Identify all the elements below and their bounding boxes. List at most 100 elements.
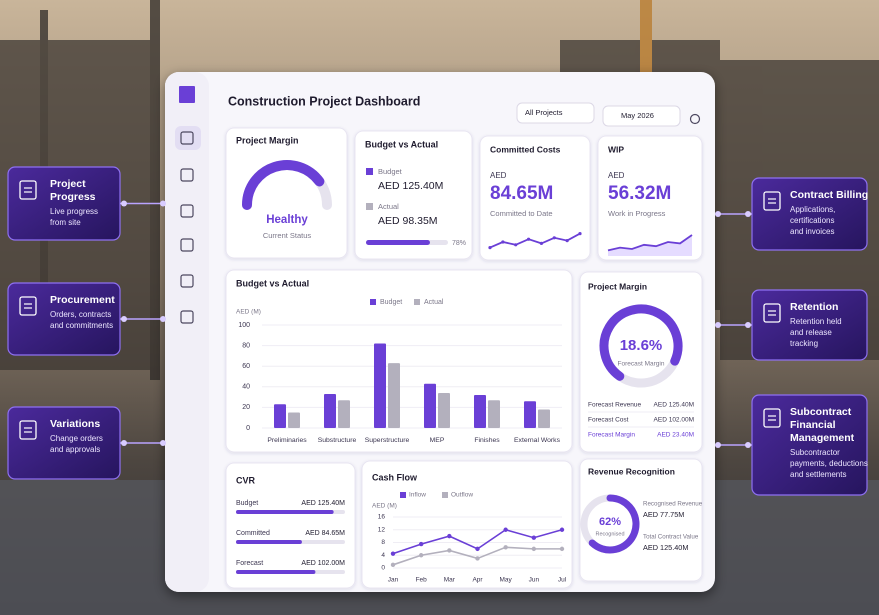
- caption: Current Status: [263, 231, 312, 240]
- sidebar: [165, 72, 209, 592]
- callout-title: Management: [790, 432, 855, 444]
- trend-point: [526, 237, 531, 241]
- y-tick-label: 40: [242, 384, 250, 391]
- caption: Forecast Margin: [618, 361, 665, 368]
- notification-bell[interactable]: [689, 113, 701, 125]
- trend-point: [565, 239, 569, 243]
- legend-label: Actual: [424, 299, 444, 306]
- bar: [374, 343, 386, 428]
- ring-value: 62%: [599, 516, 621, 528]
- card-title: WIP: [608, 144, 624, 154]
- card: [597, 135, 703, 261]
- trend-point: [539, 241, 544, 245]
- line-point: [390, 562, 396, 568]
- line-point: [503, 545, 508, 550]
- label: AED: [490, 171, 507, 180]
- trend-point: [578, 232, 582, 236]
- trend-point: [514, 243, 518, 247]
- line-point: [447, 533, 452, 539]
- ring-fill: [599, 304, 683, 381]
- x-tick-label: MEP: [430, 437, 445, 444]
- row-label: Forecast Cost: [588, 417, 629, 424]
- row-value: AED 23.40M: [657, 432, 694, 439]
- callout-title: Contract Billing: [790, 189, 868, 201]
- trend-point: [501, 240, 505, 244]
- x-tick-label: Substructure: [318, 437, 357, 444]
- card: [579, 271, 703, 453]
- callout-icon: [19, 180, 37, 200]
- row-label: Forecast Revenue: [588, 402, 641, 409]
- connector-dot: [160, 316, 166, 322]
- x-tick-label: Apr: [472, 577, 483, 584]
- bar: [438, 392, 450, 428]
- date-text: May 2026: [621, 111, 654, 120]
- bar: [538, 409, 550, 428]
- y-tick-label: 100: [238, 322, 250, 329]
- callout-text: Change orders: [50, 434, 103, 443]
- line-point: [475, 556, 480, 561]
- filter-dropdown[interactable]: [516, 102, 595, 124]
- card: [354, 130, 473, 260]
- callout-text: and approvals: [50, 445, 100, 454]
- card-title: Revenue Recognition: [588, 466, 675, 476]
- card: [225, 462, 356, 589]
- nav-icon[interactable]: [180, 238, 194, 252]
- bar: [424, 383, 436, 428]
- connector-dot: [745, 211, 751, 217]
- callout-title: Variations: [50, 418, 100, 430]
- legend-label: Inflow: [409, 492, 426, 499]
- row-value: AED 125.40M: [301, 500, 345, 507]
- bar: [488, 400, 500, 428]
- line-point: [390, 551, 396, 556]
- y-tick-label: 60: [242, 363, 250, 370]
- row-value: AED 102.00M: [301, 560, 345, 567]
- connector-dot: [121, 200, 127, 207]
- amount: AED 98.35M: [378, 215, 438, 227]
- bar: [236, 510, 334, 514]
- date-picker[interactable]: [602, 105, 681, 127]
- nav-icon[interactable]: [180, 168, 194, 182]
- caption: Work in Progress: [608, 209, 666, 218]
- legend-label: Outflow: [451, 492, 473, 499]
- y-tick-label: 12: [378, 526, 386, 533]
- bar: [324, 394, 336, 428]
- callout-icon: [19, 296, 37, 316]
- card-title: Project Margin: [588, 281, 647, 291]
- gauge-fill: [242, 160, 325, 210]
- legend-label: Budget: [380, 299, 402, 306]
- row-value: AED 84.65M: [305, 530, 345, 537]
- callout-title: Financial: [790, 419, 836, 431]
- ring-fill: [588, 494, 640, 554]
- nav-icon[interactable]: [180, 274, 194, 288]
- callout-text: payments, deductions: [790, 459, 868, 468]
- nav-home[interactable]: [175, 126, 201, 150]
- progress-label: 78%: [452, 240, 466, 247]
- card-title: Project Margin: [236, 135, 299, 145]
- card-title: Cash Flow: [372, 472, 418, 482]
- nav-icon[interactable]: [180, 204, 194, 218]
- y-tick-label: 0: [246, 425, 250, 432]
- x-tick-label: Finishes: [474, 437, 500, 444]
- line-point: [531, 535, 537, 540]
- card: [225, 127, 348, 259]
- line-point: [559, 527, 565, 532]
- callout-title: Subcontract: [790, 406, 852, 418]
- x-tick-label: Feb: [416, 577, 428, 584]
- row-value: AED 125.40M: [654, 402, 694, 409]
- y-tick-label: 20: [242, 404, 250, 411]
- line-point: [531, 546, 537, 552]
- connector-dot: [121, 440, 127, 446]
- legend-swatch: [370, 299, 376, 305]
- line-point: [418, 541, 424, 547]
- row-label: Committed: [236, 530, 270, 537]
- nav-icon[interactable]: [180, 310, 194, 324]
- x-tick-label: Jun: [529, 577, 540, 584]
- caption: Recognised: [595, 531, 624, 537]
- trend-line: [607, 234, 693, 252]
- nav-icon[interactable]: [180, 131, 194, 145]
- ring-value: 18.6%: [620, 337, 663, 354]
- bar: [236, 570, 316, 574]
